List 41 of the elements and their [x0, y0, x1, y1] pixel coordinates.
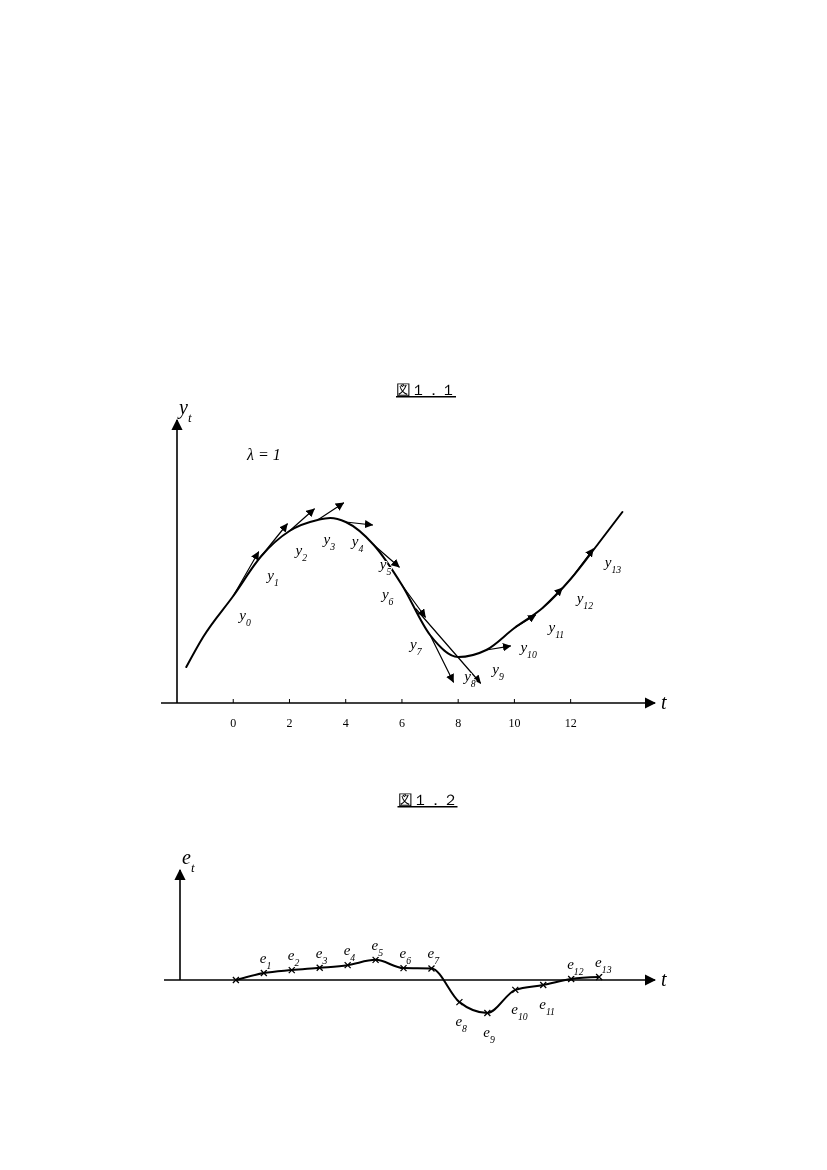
y-axis-title: e$_{t}$	[182, 846, 195, 875]
annotation: y$_{4}$	[349, 533, 364, 554]
annotation: e$_{8}$	[455, 1013, 468, 1034]
annotation: e$_{13}$	[595, 954, 612, 975]
annotation: y$_{10}$	[518, 639, 537, 660]
x-axis-title: t	[661, 968, 667, 990]
x-tick-label: 2	[286, 716, 293, 730]
annotation: e$_{7}$	[427, 945, 441, 966]
annotation: y$_{8}$	[462, 668, 476, 689]
annotation: e$_{6}$	[399, 945, 412, 966]
annotation: y$_{7}$	[408, 636, 423, 657]
chart-title: 図１．２	[397, 792, 458, 808]
x-axis-title: t	[661, 691, 667, 713]
annotation: y$_{6}$	[379, 586, 394, 607]
annotation: y$_{3}$	[321, 531, 336, 552]
y-axis-title: y$_{t}$	[177, 396, 192, 425]
x-tick-label: 12	[564, 716, 577, 730]
x-tick-label: 8	[455, 716, 462, 730]
annotation: e$_{4}$	[343, 942, 356, 963]
x-tick-label: 10	[508, 716, 521, 730]
annotation: e$_{3}$	[315, 944, 328, 966]
chart-title: 図１．１	[396, 382, 456, 398]
annotation: y$_{0}$	[237, 607, 251, 628]
x-tick-label: 6	[398, 716, 405, 730]
annotation: e$_{9}$	[483, 1024, 496, 1045]
annotation: e$_{1}$	[259, 950, 272, 971]
annotation: e$_{12}$	[567, 956, 584, 977]
annotation: e$_{11}$	[539, 995, 555, 1017]
annotation: y$_{1}$	[265, 567, 279, 588]
annotation: y$_{9}$	[490, 661, 504, 682]
annotation: y$_{11}$	[546, 619, 565, 640]
annotation: y$_{12}$	[574, 590, 594, 611]
annotation: y$_{13}$	[602, 554, 622, 575]
annotation: e$_{5}$	[371, 936, 384, 958]
annotation: y$_{5}$	[377, 556, 392, 577]
text: λ = 1	[246, 446, 281, 463]
annotation: y$_{2}$	[293, 542, 308, 563]
x-tick-label: 0	[230, 716, 237, 730]
annotation: e$_{10}$	[511, 1000, 528, 1022]
annotation: e$_{2}$	[287, 947, 300, 968]
x-tick-label: 4	[342, 716, 349, 730]
